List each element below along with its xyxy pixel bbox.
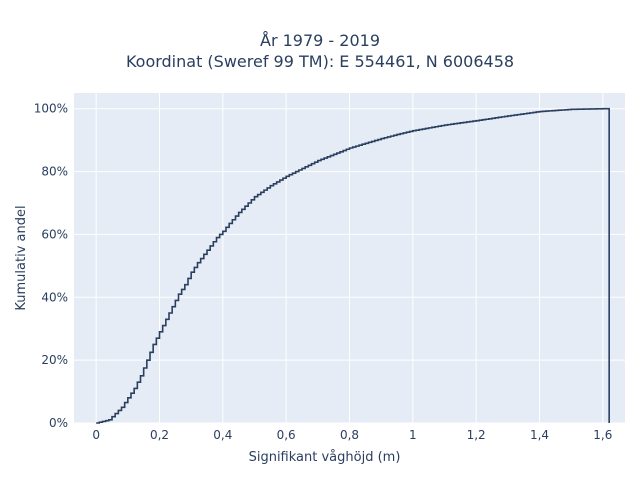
chart-subtitle: Koordinat (Sweref 99 TM): E 554461, N 60… [125,52,515,71]
y-tick-label: 60% [41,227,68,241]
y-tick-label: 0% [49,416,68,430]
chart-title: År 1979 - 2019 [260,31,380,50]
x-axis-title: Signifikant våghöjd (m) [249,450,401,465]
x-tick-label: 1,6 [593,428,612,442]
y-tick-label: 20% [41,353,68,367]
x-tick-label: 0,2 [150,428,169,442]
y-tick-label: 80% [41,165,68,179]
x-tick-label: 1 [409,428,417,442]
chart-title-block: År 1979 - 2019 Koordinat (Sweref 99 TM):… [0,30,640,72]
x-tick-label: 1,2 [467,428,486,442]
x-tick-label: 0 [92,428,100,442]
ecdf-step-line [96,107,610,424]
x-tick-label: 0,4 [213,428,232,442]
y-axis-title: Kumulativ andel [14,205,29,310]
x-tick-label: 0,8 [340,428,359,442]
x-tick-label: 1,4 [530,428,549,442]
y-tick-label: 40% [41,290,68,304]
x-tick-label: 0,6 [277,428,296,442]
y-tick-label: 100% [34,102,68,116]
